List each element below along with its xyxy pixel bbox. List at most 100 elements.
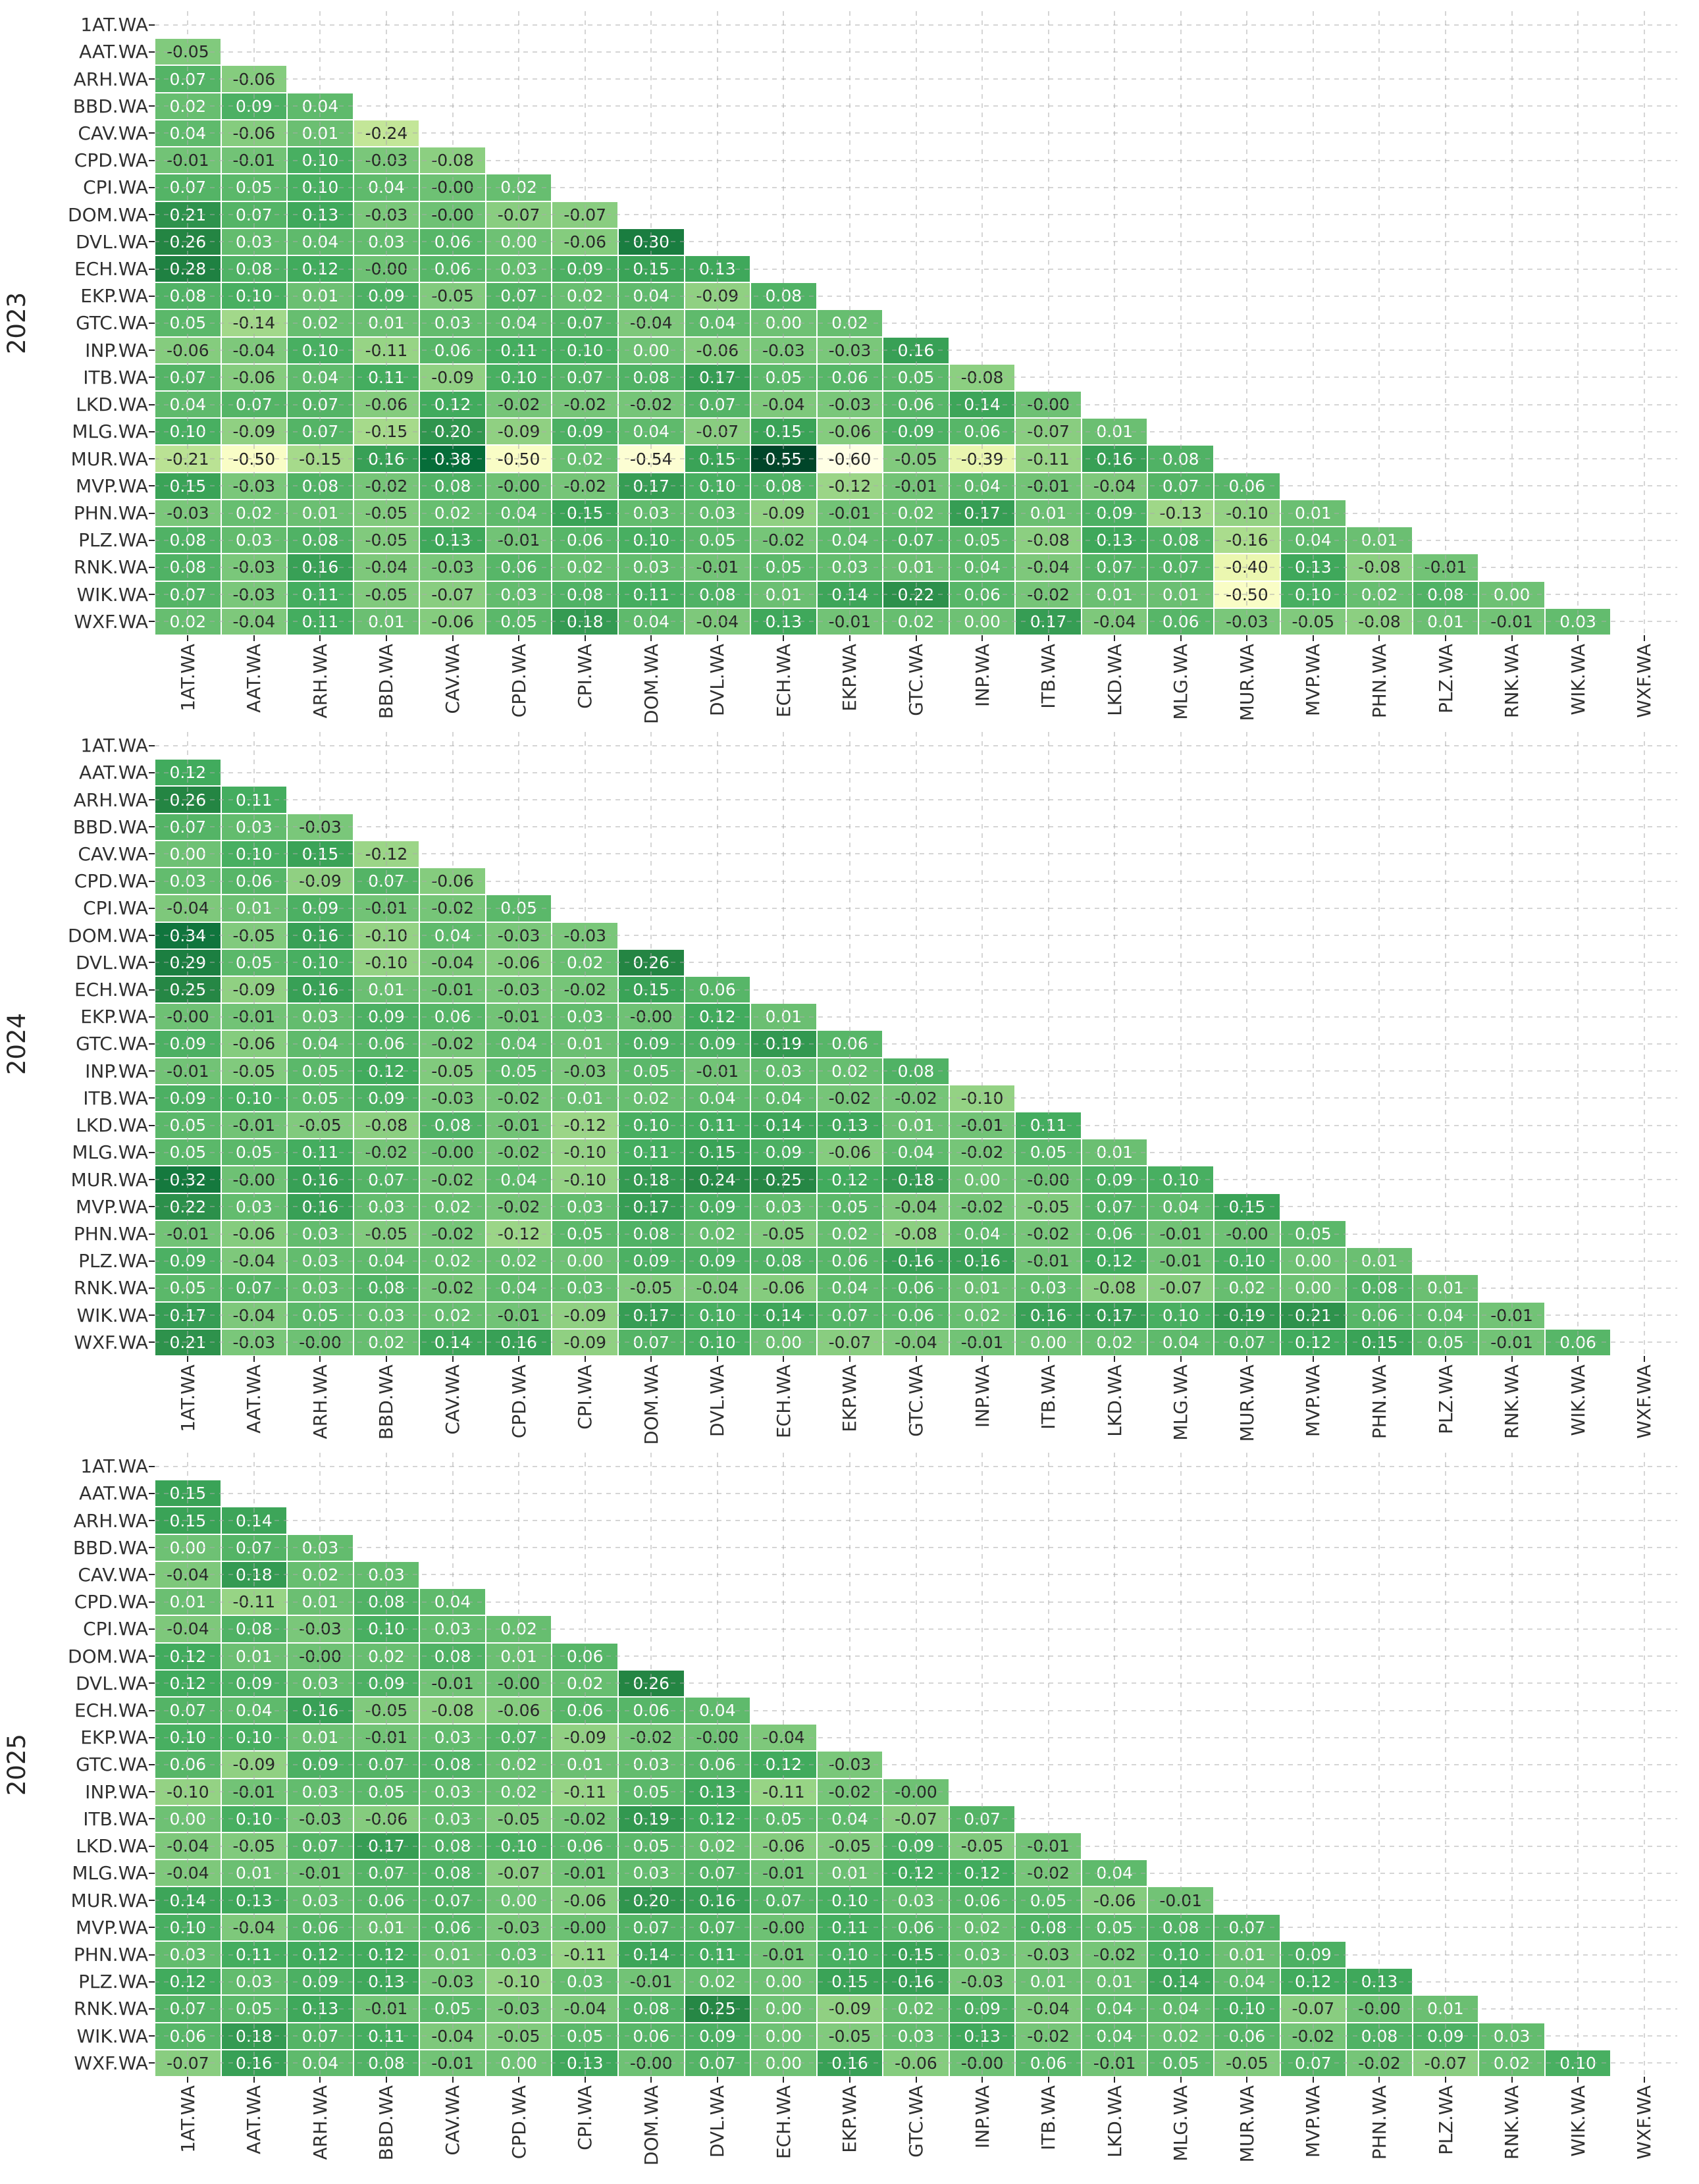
row-label-PLZ.WA: PLZ.WA bbox=[78, 1971, 148, 1993]
y-tick bbox=[149, 241, 155, 243]
column-label-WXF.WA: WXF.WA bbox=[1611, 1365, 1677, 1463]
gridline-horizontal bbox=[155, 2062, 1677, 2064]
column-label-text: DVL.WA bbox=[706, 644, 729, 717]
x-tick bbox=[1180, 1356, 1182, 1362]
gridline-horizontal bbox=[155, 1981, 1677, 1983]
x-tick bbox=[253, 2077, 255, 2083]
x-tick bbox=[518, 2077, 520, 2083]
row-label-MVP.WA: MVP.WA bbox=[75, 1916, 148, 1938]
gridline-horizontal bbox=[155, 1314, 1677, 1316]
x-tick bbox=[1246, 1356, 1248, 1362]
column-label-1AT.WA: 1AT.WA bbox=[155, 644, 221, 742]
row-label-GTC.WA: GTC.WA bbox=[76, 312, 148, 334]
x-tick bbox=[1047, 1356, 1049, 1362]
gridline-vertical bbox=[1180, 11, 1182, 635]
column-label-PHN.WA: PHN.WA bbox=[1346, 644, 1413, 742]
y-tick bbox=[149, 1900, 155, 1902]
y-tick bbox=[149, 594, 155, 596]
x-tick bbox=[849, 635, 850, 641]
column-label-ITB.WA: ITB.WA bbox=[1015, 644, 1082, 742]
x-tick bbox=[915, 1356, 917, 1362]
gridline-vertical bbox=[1378, 732, 1380, 1356]
column-label-DOM.WA: DOM.WA bbox=[618, 2085, 685, 2184]
x-tick bbox=[1312, 1356, 1314, 1362]
column-label-text: PHN.WA bbox=[1368, 644, 1390, 719]
gridline-vertical bbox=[1114, 11, 1116, 635]
column-label-MVP.WA: MVP.WA bbox=[1280, 644, 1347, 742]
x-tick bbox=[584, 1356, 586, 1362]
y-tick bbox=[149, 268, 155, 270]
gridline-vertical bbox=[1114, 1453, 1116, 2077]
column-label-text: EKP.WA bbox=[839, 644, 861, 712]
gridline-vertical bbox=[915, 732, 917, 1356]
gridline-horizontal bbox=[155, 350, 1677, 351]
x-tick bbox=[716, 2077, 718, 2083]
y-tick bbox=[149, 880, 155, 882]
gridline-horizontal bbox=[155, 539, 1677, 541]
column-label-text: 1AT.WA bbox=[176, 644, 199, 712]
x-tick bbox=[915, 2077, 917, 2083]
gridline-vertical bbox=[1312, 11, 1314, 635]
row-label-WIK.WA: WIK.WA bbox=[76, 2025, 148, 2047]
gridline-vertical bbox=[1246, 1453, 1248, 2077]
x-tick bbox=[1246, 635, 1248, 641]
column-label-text: RNK.WA bbox=[1501, 644, 1523, 718]
column-label-BBD.WA: BBD.WA bbox=[353, 2085, 420, 2184]
column-label-CAV.WA: CAV.WA bbox=[419, 2085, 486, 2184]
row-label-INP.WA: INP.WA bbox=[85, 1781, 148, 1803]
row-label-WXF.WA: WXF.WA bbox=[74, 610, 148, 633]
column-label-GTC.WA: GTC.WA bbox=[883, 2085, 949, 2184]
row-label-DOM.WA: DOM.WA bbox=[68, 203, 148, 226]
row-label-ARH.WA: ARH.WA bbox=[73, 68, 148, 90]
row-label-EKP.WA: EKP.WA bbox=[80, 1727, 148, 1749]
x-tick bbox=[1511, 1356, 1513, 1362]
column-label-text: GTC.WA bbox=[904, 2085, 927, 2158]
column-label-text: MVP.WA bbox=[1302, 2085, 1324, 2158]
column-label-text: PLZ.WA bbox=[1434, 1365, 1457, 1434]
column-label-text: ECH.WA bbox=[772, 2085, 795, 2160]
row-label-CPI.WA: CPI.WA bbox=[83, 897, 148, 920]
row-label-PHN.WA: PHN.WA bbox=[73, 502, 148, 524]
x-tick bbox=[1246, 2077, 1248, 2083]
x-tick bbox=[319, 635, 321, 641]
row-label-ARH.WA: ARH.WA bbox=[73, 789, 148, 811]
gridline-horizontal bbox=[155, 512, 1677, 514]
column-label-PLZ.WA: PLZ.WA bbox=[1413, 1365, 1479, 1463]
column-label-text: CAV.WA bbox=[442, 644, 464, 714]
column-label-MVP.WA: MVP.WA bbox=[1280, 1365, 1347, 1463]
y-tick bbox=[149, 1981, 155, 1983]
column-label-ARH.WA: ARH.WA bbox=[287, 1365, 353, 1463]
y-tick bbox=[149, 350, 155, 351]
x-tick bbox=[518, 635, 520, 641]
column-label-text: 1AT.WA bbox=[176, 2085, 199, 2153]
y-tick bbox=[149, 1791, 155, 1793]
y-tick bbox=[149, 512, 155, 514]
gridline-horizontal bbox=[155, 1900, 1677, 1902]
column-label-text: LKD.WA bbox=[1103, 2085, 1126, 2158]
gridline-vertical bbox=[915, 11, 917, 635]
gridline-vertical bbox=[1180, 732, 1182, 1356]
column-label-text: 1AT.WA bbox=[176, 1365, 199, 1432]
column-label-text: LKD.WA bbox=[1103, 644, 1126, 716]
y-tick bbox=[149, 323, 155, 324]
column-label-text: CPD.WA bbox=[508, 644, 530, 718]
y-tick bbox=[149, 1845, 155, 1847]
column-label-text: WXF.WA bbox=[1633, 644, 1656, 718]
y-tick bbox=[149, 1233, 155, 1235]
gridline-horizontal bbox=[155, 1927, 1677, 1929]
x-tick bbox=[1180, 635, 1182, 641]
row-label-GTC.WA: GTC.WA bbox=[76, 1754, 148, 1776]
gridline-vertical bbox=[1312, 732, 1314, 1356]
gridline-horizontal bbox=[155, 1818, 1677, 1820]
column-label-text: DVL.WA bbox=[706, 1365, 729, 1438]
gridline-vertical bbox=[981, 11, 983, 635]
x-tick bbox=[1643, 1356, 1645, 1362]
y-tick bbox=[149, 799, 155, 801]
gridline-vertical bbox=[1114, 732, 1116, 1356]
x-tick bbox=[783, 1356, 785, 1362]
column-label-text: CPI.WA bbox=[574, 2085, 596, 2150]
y-tick bbox=[149, 2008, 155, 2010]
gridline-horizontal bbox=[155, 458, 1677, 460]
y-tick bbox=[149, 1043, 155, 1045]
